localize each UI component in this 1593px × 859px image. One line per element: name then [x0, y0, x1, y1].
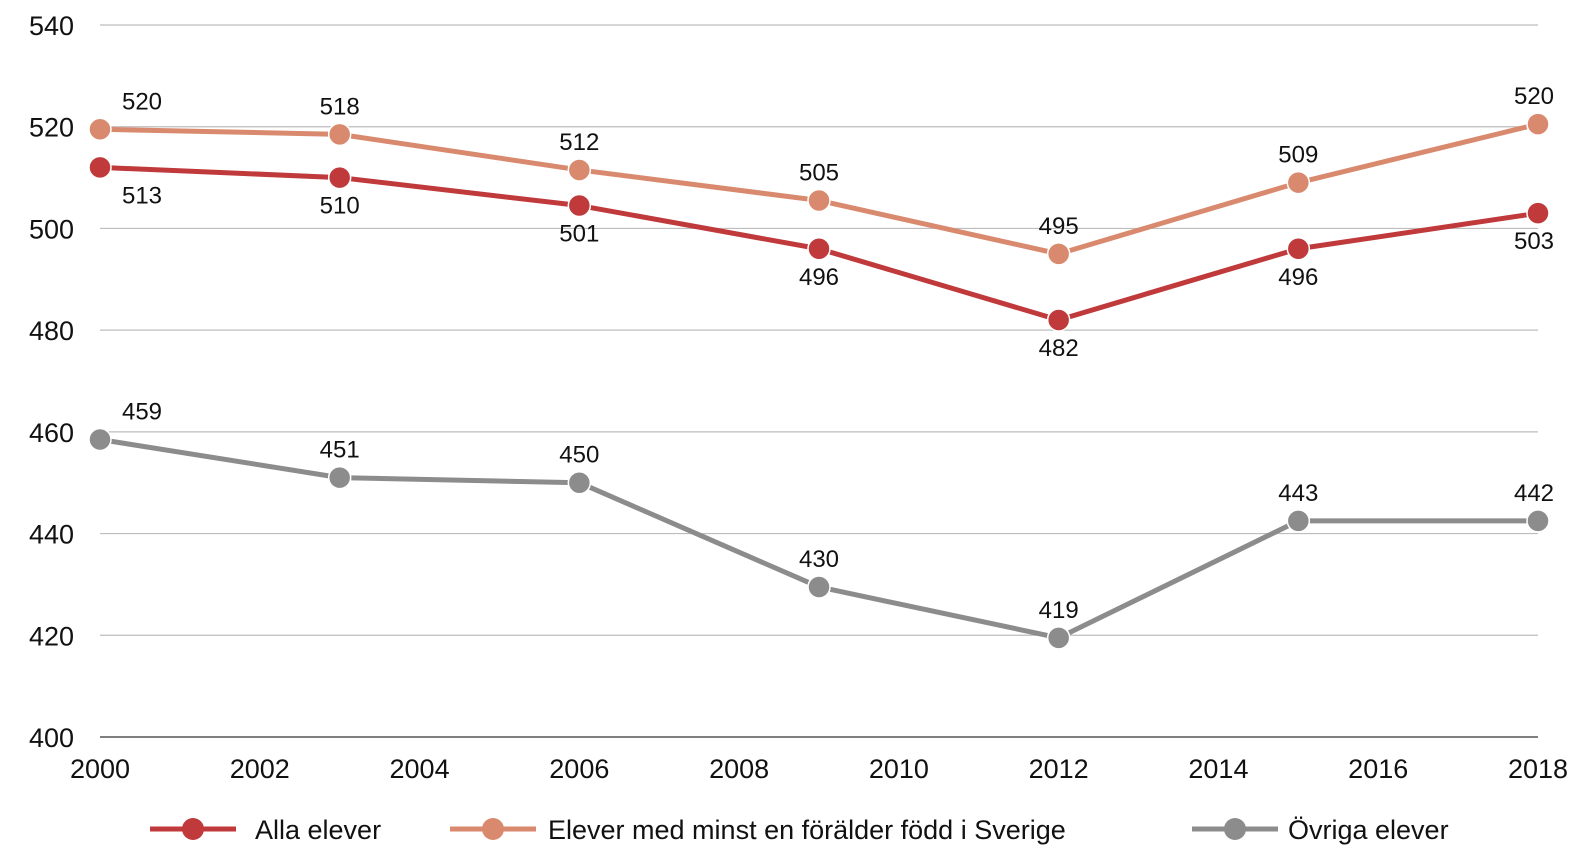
data-label: 459	[122, 398, 162, 425]
x-tick-label: 2010	[869, 754, 929, 784]
data-point	[327, 122, 352, 147]
legend-swatch-dot	[1224, 818, 1246, 840]
data-point	[807, 575, 831, 599]
series-points	[88, 112, 1550, 650]
y-tick-label: 500	[29, 214, 74, 244]
y-tick-label: 520	[29, 113, 74, 143]
data-label: 505	[799, 159, 839, 186]
data-point	[567, 470, 592, 495]
y-tick-label: 540	[29, 11, 74, 41]
data-point	[1046, 308, 1071, 332]
data-label: 512	[559, 129, 599, 156]
legend-entry-label: Alla elever	[255, 815, 381, 845]
x-tick-label: 2006	[549, 754, 609, 784]
data-point	[1286, 509, 1311, 533]
y-tick-label: 420	[29, 621, 74, 651]
y-tick-label: 440	[29, 520, 74, 550]
x-axis-ticks: 2000 2002 2004 2006 2008 2010 2012 2014 2016 2018	[70, 754, 1568, 784]
data-label: 496	[799, 264, 839, 291]
data-label: 520	[122, 88, 162, 115]
legend: Alla elever Elever med minst en förälder …	[150, 815, 1449, 845]
x-tick-label: 2012	[1029, 754, 1089, 784]
data-label: 443	[1278, 480, 1318, 507]
data-point	[327, 165, 352, 190]
data-label: 450	[559, 442, 599, 469]
data-label: 501	[559, 221, 599, 248]
data-point	[567, 158, 592, 182]
data-point	[327, 465, 352, 490]
data-label: 513	[122, 182, 162, 209]
x-tick-label: 2018	[1508, 754, 1568, 784]
data-point	[1046, 242, 1071, 266]
data-labels: 513 510 501 496 482 496 503 520 518 512 505 495 509 5…	[122, 83, 1554, 624]
y-tick-label: 400	[29, 723, 74, 753]
legend-swatch-dot	[182, 818, 204, 840]
y-tick-label: 460	[29, 418, 74, 448]
series-line-2	[99, 437, 1538, 641]
y-axis-ticks: 400 420 440 460 480 500 520 540	[29, 11, 74, 753]
x-tick-label: 2016	[1348, 754, 1408, 784]
legend-swatch-dot	[482, 818, 504, 840]
data-label: 419	[1039, 597, 1079, 624]
legend-entry-label: Elever med minst en förälder född i Sver…	[548, 815, 1066, 845]
x-tick-label: 2008	[709, 754, 769, 784]
data-point	[1286, 237, 1311, 261]
data-label: 451	[320, 437, 360, 464]
y-tick-label: 480	[29, 316, 74, 346]
data-point	[88, 117, 112, 142]
data-point	[1526, 509, 1550, 533]
data-point	[88, 155, 112, 180]
data-label: 442	[1514, 480, 1554, 507]
data-point	[1286, 170, 1311, 195]
data-label: 495	[1039, 213, 1079, 240]
data-label: 509	[1278, 142, 1318, 169]
data-point	[1526, 201, 1550, 225]
data-label: 496	[1278, 264, 1318, 291]
data-label: 430	[799, 546, 839, 573]
data-label: 503	[1514, 228, 1554, 255]
x-tick-label: 2004	[390, 754, 450, 784]
legend-entry-label: Övriga elever	[1288, 815, 1449, 845]
x-tick-label: 2002	[230, 754, 290, 784]
data-point	[1046, 626, 1071, 650]
data-label: 510	[320, 193, 360, 220]
data-point	[1526, 112, 1550, 136]
data-point	[807, 237, 831, 261]
data-point	[567, 193, 592, 218]
data-label: 518	[320, 93, 360, 120]
data-point	[807, 188, 831, 213]
data-label: 482	[1039, 335, 1079, 362]
data-point	[88, 427, 112, 452]
x-tick-label: 2000	[70, 754, 130, 784]
x-tick-label: 2014	[1188, 754, 1248, 784]
data-label: 520	[1514, 83, 1554, 110]
